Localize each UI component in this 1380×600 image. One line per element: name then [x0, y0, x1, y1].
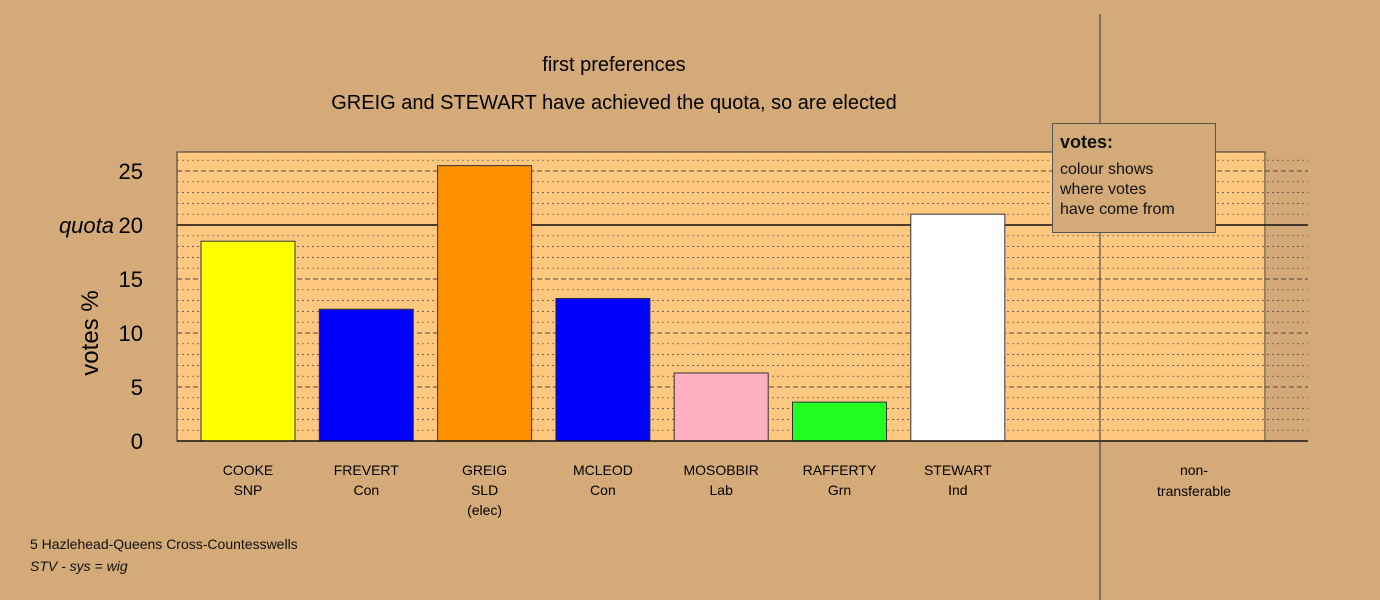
- x-tick-label: FREVERT: [334, 462, 400, 478]
- x-tick-label: Lab: [710, 482, 734, 498]
- x-tick-label: SLD: [471, 482, 498, 498]
- x-tick-label: COOKE: [223, 462, 274, 478]
- chart-subtitle: GREIG and STEWART have achieved the quot…: [331, 92, 897, 114]
- x-tick-label: Ind: [948, 482, 967, 498]
- x-tick-label: Con: [590, 482, 616, 498]
- ward-label: 5 Hazlehead-Queens Cross-Countesswells: [30, 536, 298, 552]
- y-tick-label: 10: [119, 321, 143, 346]
- x-tick-label: STEWART: [924, 462, 992, 478]
- y-tick-label: 25: [119, 159, 143, 184]
- x-tick-label: RAFFERTY: [803, 462, 877, 478]
- bar-mcleod: [555, 297, 651, 442]
- y-tick-label: 20: [119, 213, 143, 238]
- nontransferable-label-2: transferable: [1157, 483, 1231, 499]
- bars: [200, 165, 1006, 442]
- bar-stewart: [910, 213, 1006, 442]
- x-tick-label: Con: [353, 482, 379, 498]
- nontransferable-label-1: non-: [1180, 462, 1208, 478]
- bar-cooke: [200, 240, 296, 442]
- system-label: STV - sys = wig: [30, 558, 128, 574]
- bar-mosobbir: [673, 372, 769, 442]
- y-tick-labels: 0 5 10 15 20 25: [119, 159, 143, 454]
- x-tick-label: MOSOBBIR: [683, 462, 758, 478]
- x-tick-label: Grn: [828, 482, 851, 498]
- footer: 5 Hazlehead-Queens Cross-Countesswells S…: [30, 533, 298, 577]
- x-tick-label: SNP: [234, 482, 263, 498]
- y-axis-label: votes %: [77, 290, 104, 375]
- y-tick-label: 15: [119, 267, 143, 292]
- legend-line: have come from: [1060, 201, 1175, 218]
- legend-title: votes:: [1060, 132, 1114, 152]
- legend-line: colour shows: [1060, 161, 1154, 178]
- legend-line: where votes: [1060, 181, 1147, 198]
- bar-rafferty: [792, 401, 887, 442]
- quota-label: quota: [59, 213, 114, 238]
- right-shade: [1265, 152, 1308, 441]
- bar-greig: [437, 165, 533, 442]
- y-tick-label: 0: [131, 429, 143, 454]
- x-tick-label: (elec): [467, 502, 502, 518]
- x-tick-labels: COOKE SNP FREVERT Con GREIG SLD (elec) MCLEOD Co…: [223, 462, 992, 518]
- y-tick-label: 5: [131, 375, 143, 400]
- bar-frevert: [318, 308, 414, 442]
- chart-title: first preferences: [542, 54, 685, 76]
- legend: votes: colour shows where votes have com…: [1052, 123, 1216, 233]
- x-tick-label: MCLEOD: [573, 462, 633, 478]
- x-tick-label: GREIG: [462, 462, 507, 478]
